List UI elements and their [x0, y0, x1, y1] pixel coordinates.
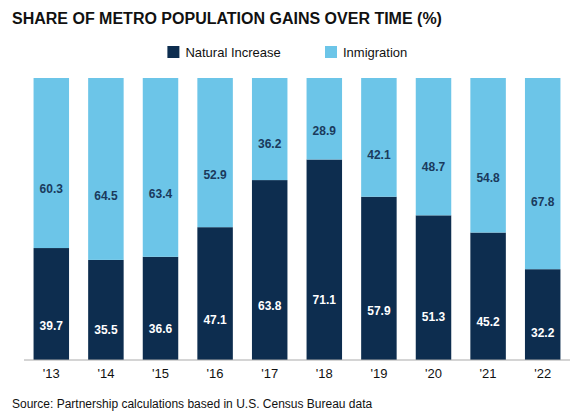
data-label: 32.2: [531, 326, 555, 340]
x-tick-label: '21: [480, 366, 497, 381]
data-label: 35.5: [94, 323, 118, 337]
x-ticks: '13 '14 '15 '16 '17 '18 '19 '20 '21 '22: [43, 366, 551, 381]
bar: [88, 78, 123, 260]
bar: [34, 78, 69, 248]
x-tick-label: '14: [97, 366, 114, 381]
data-labels: 39.7 60.3 35.5 64.5 36.6 63.4 47.1 52.9 63.8 36.2…: [40, 124, 555, 340]
data-label: 63.8: [258, 299, 282, 313]
bar: [34, 248, 69, 360]
data-label: 28.9: [313, 124, 337, 138]
bar: [525, 269, 560, 360]
bar: [525, 78, 560, 269]
data-label: 39.7: [40, 319, 64, 333]
x-tick-label: '15: [152, 366, 169, 381]
legend-label: Inmigration: [343, 45, 407, 60]
data-label: 67.8: [531, 195, 555, 209]
x-tick-label: '17: [261, 366, 278, 381]
x-tick-label: '22: [534, 366, 551, 381]
bar: [143, 78, 178, 257]
bar: [470, 233, 505, 360]
x-tick-label: '16: [207, 366, 224, 381]
data-label: 64.5: [94, 189, 118, 203]
legend-swatch: [167, 46, 179, 58]
bar: [252, 180, 287, 360]
chart: SHARE OF METRO POPULATION GAINS OVER TIM…: [0, 0, 584, 420]
legend: Natural Increase Inmigration: [167, 45, 407, 60]
bar: [252, 78, 287, 180]
annotation: Source: Partnership calculations based i…: [12, 397, 373, 411]
bar: [197, 78, 232, 227]
x-tick-label: '20: [425, 366, 442, 381]
data-label: 36.2: [258, 137, 282, 151]
page: {"chart_data": {"type": "bar", "stacked"…: [0, 0, 584, 420]
bar: [88, 260, 123, 360]
bar: [416, 78, 451, 215]
data-label: 48.7: [422, 160, 446, 174]
legend-swatch: [325, 46, 337, 58]
bar: [470, 78, 505, 233]
data-label: 47.1: [203, 313, 227, 327]
legend-label: Natural Increase: [185, 45, 280, 60]
data-label: 52.9: [203, 168, 227, 182]
x-tick-label: '18: [316, 366, 333, 381]
data-label: 63.4: [149, 187, 173, 201]
bar: [307, 78, 342, 159]
data-label: 57.9: [367, 304, 391, 318]
data-label: 60.3: [40, 182, 64, 196]
x-axis-line: [24, 360, 570, 361]
bar: [361, 78, 396, 197]
x-tick-label: '19: [370, 366, 387, 381]
data-label: 36.6: [149, 322, 173, 336]
bar: [361, 197, 396, 360]
bar: [307, 159, 342, 360]
title: SHARE OF METRO POPULATION GAINS OVER TIM…: [12, 10, 442, 27]
bar: [416, 215, 451, 360]
x-tick-label: '13: [43, 366, 60, 381]
bars: [34, 78, 561, 360]
data-label: 42.1: [367, 148, 391, 162]
data-label: 45.2: [476, 315, 500, 329]
data-label: 71.1: [313, 293, 337, 307]
data-label: 51.3: [422, 310, 446, 324]
data-label: 54.8: [476, 171, 500, 185]
bar: [197, 227, 232, 360]
bar: [143, 257, 178, 360]
